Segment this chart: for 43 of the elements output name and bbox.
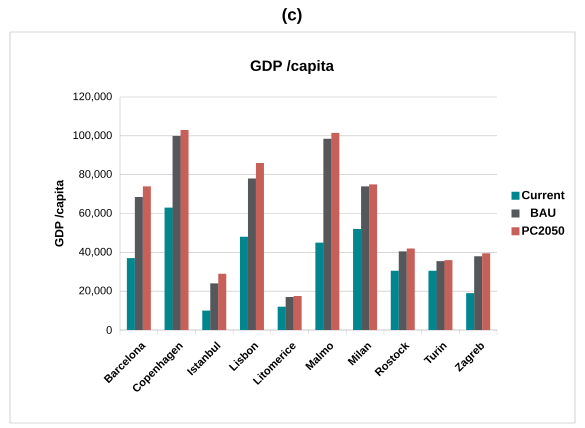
y-tick-label: 0 — [106, 326, 112, 334]
bar — [390, 270, 399, 330]
legend-label: BAU — [530, 208, 556, 217]
bar — [331, 132, 340, 330]
bar — [210, 283, 218, 330]
y-tick-label: 60,000 — [79, 208, 112, 218]
bar — [444, 260, 452, 330]
text: (c) — [282, 8, 302, 24]
bar — [164, 208, 173, 330]
bar — [256, 163, 264, 330]
bar — [278, 306, 286, 330]
legend-label: Current — [522, 190, 565, 200]
bar — [126, 258, 135, 330]
bar — [406, 248, 415, 330]
bar — [286, 296, 294, 330]
bar — [361, 186, 370, 330]
bar — [248, 178, 256, 330]
bar — [466, 293, 474, 330]
bar — [218, 274, 226, 330]
bar — [202, 310, 210, 330]
bar — [180, 130, 189, 330]
bar — [428, 270, 436, 330]
y-tick-label: 40,000 — [78, 248, 112, 257]
y-tick-label: 100,000 — [73, 131, 112, 140]
bar — [482, 253, 490, 330]
y-tick-label: 120,000 — [73, 92, 112, 102]
bar — [398, 251, 407, 330]
bar — [323, 138, 332, 330]
bar — [353, 229, 362, 330]
bar — [172, 136, 181, 330]
bar — [436, 261, 444, 330]
bar — [134, 196, 143, 330]
y-tick-label: 20,000 — [79, 286, 112, 296]
bar — [294, 296, 302, 330]
y-tick-label: 80,000 — [79, 170, 112, 180]
bar — [315, 242, 324, 330]
bar — [369, 184, 378, 330]
bar — [474, 256, 482, 330]
bar — [240, 236, 248, 330]
chart-title: GDP /capita — [250, 60, 334, 74]
bar — [142, 186, 151, 330]
legend-label: PC2050 — [522, 226, 564, 235]
y-axis-title: GDP /capita — [54, 180, 66, 247]
